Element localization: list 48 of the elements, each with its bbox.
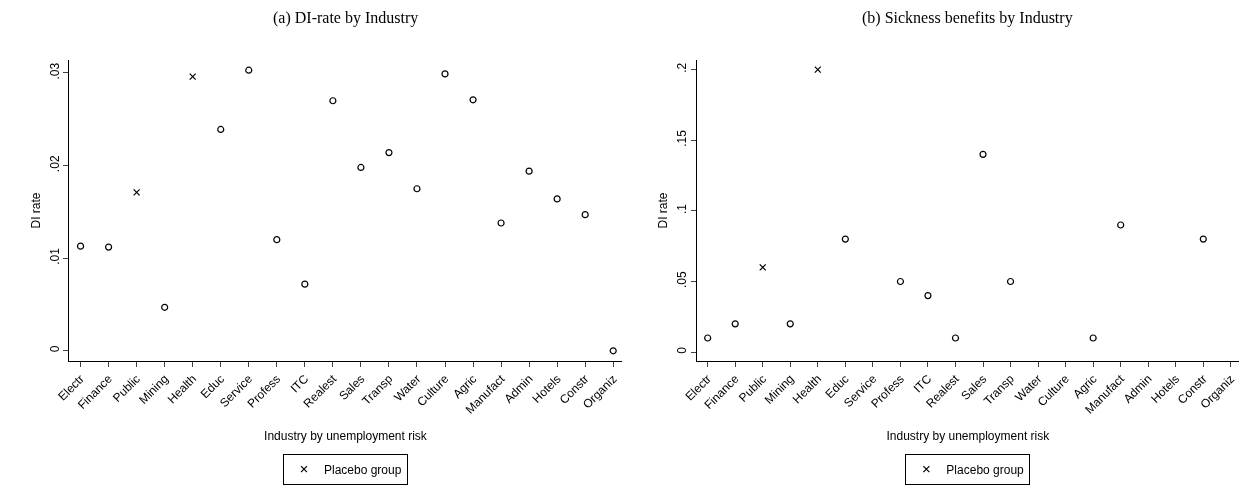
point	[979, 150, 987, 158]
point	[497, 219, 505, 227]
chart-title: (a) DI-rate by Industry	[273, 9, 419, 27]
y-axis-title: DI rate	[28, 192, 43, 229]
point	[581, 211, 589, 219]
x-axis-title: Industry by unemployment risk	[886, 428, 1051, 443]
point	[469, 96, 477, 104]
point	[553, 195, 561, 203]
y-tick-label: .02	[47, 155, 62, 173]
point	[76, 242, 85, 250]
point	[1089, 334, 1097, 342]
legend-label: Placebo group	[946, 462, 1025, 477]
point	[273, 236, 281, 244]
point	[441, 70, 449, 78]
point	[704, 334, 712, 342]
point	[951, 334, 960, 342]
y-tick-label: .1	[674, 203, 689, 215]
y-axis-title: DI rate	[656, 192, 671, 229]
point	[609, 347, 617, 355]
x-axis-title: Industry by unemployment risk	[264, 428, 428, 443]
y-tick-label: .05	[674, 271, 689, 289]
y-tick-label: 0	[47, 345, 62, 353]
point	[357, 163, 365, 172]
point	[786, 320, 794, 328]
point	[814, 66, 822, 74]
point	[1199, 235, 1207, 243]
y-tick-label: .01	[47, 247, 62, 265]
y-tick-label: 0	[674, 346, 689, 354]
point	[245, 66, 253, 74]
point	[301, 280, 309, 288]
point	[385, 149, 393, 157]
point	[731, 320, 739, 328]
point	[841, 235, 849, 243]
point	[413, 185, 421, 193]
point	[329, 97, 337, 105]
point	[1117, 221, 1125, 229]
point	[525, 167, 533, 175]
point	[217, 125, 225, 134]
chart-title: (b) Sickness benefits by Industry	[862, 9, 1073, 27]
y-tick-label: .2	[674, 62, 689, 73]
point	[924, 292, 932, 300]
point	[161, 303, 169, 311]
point	[105, 243, 113, 251]
point	[896, 277, 905, 286]
legend-label: Placebo group	[323, 462, 402, 477]
point	[1006, 277, 1015, 286]
y-tick-label: .15	[674, 129, 689, 147]
y-tick-label: .03	[47, 62, 62, 80]
